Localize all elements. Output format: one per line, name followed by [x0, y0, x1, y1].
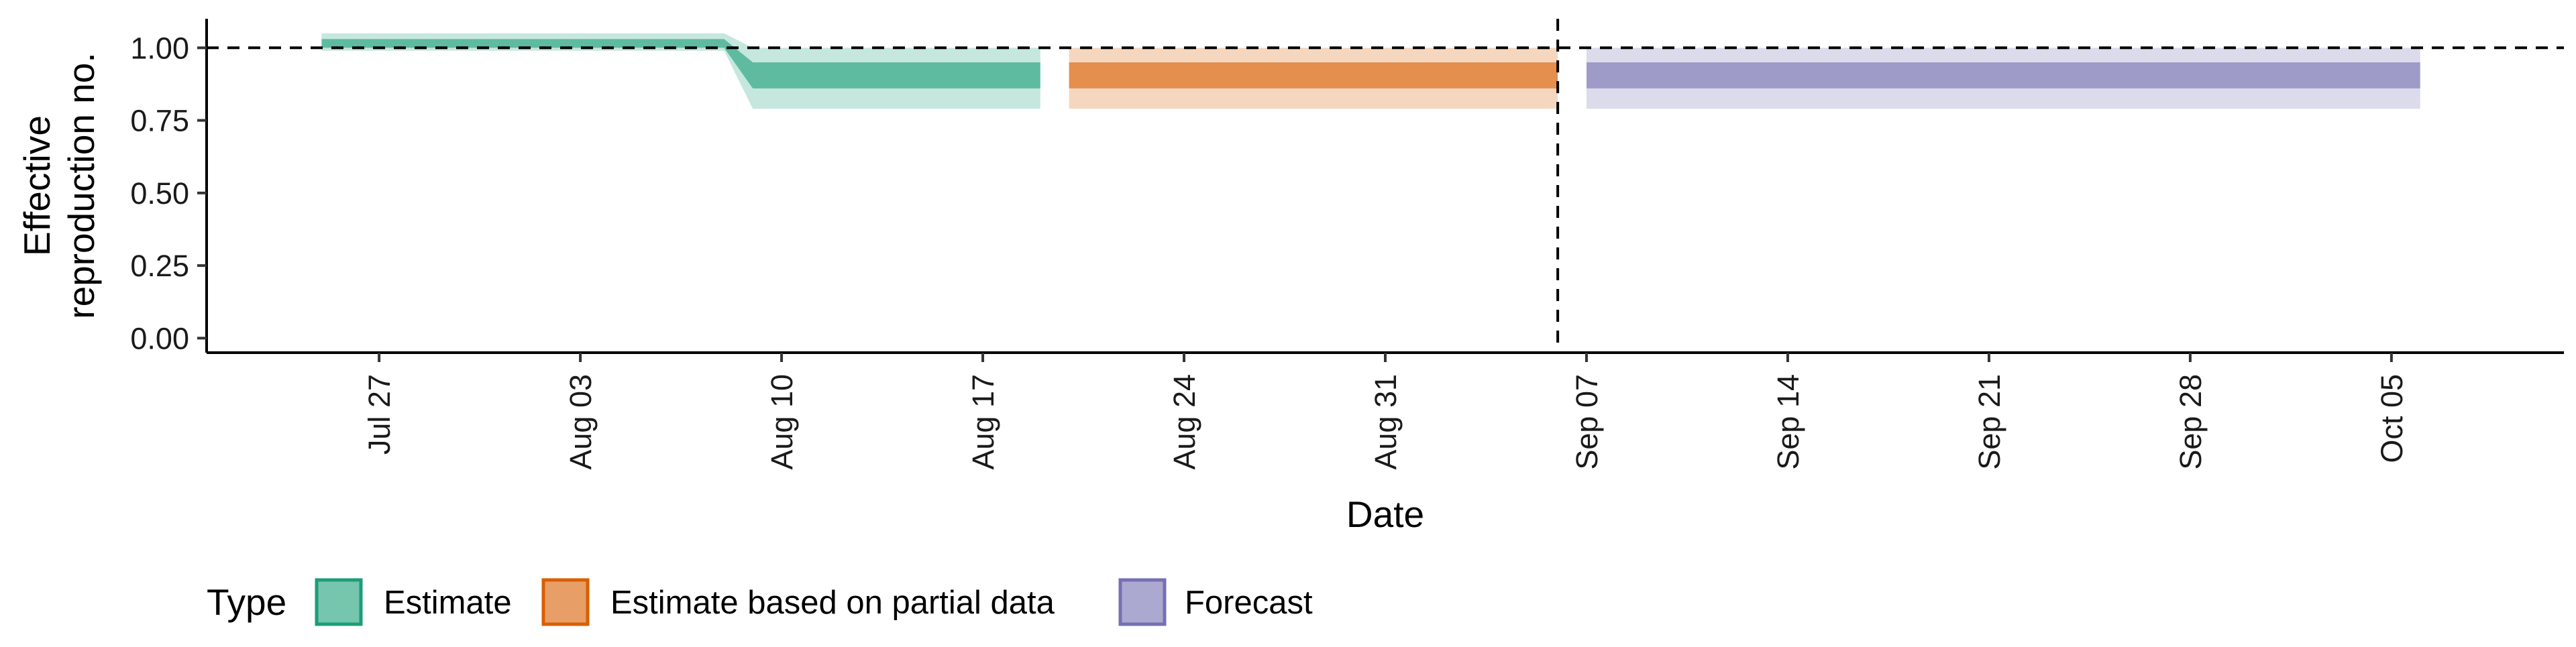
- legend: Type Estimate Estimate based on partial da…: [207, 578, 1313, 626]
- reference-lines-layer: [207, 19, 2564, 353]
- x-tick-label: Jul 27: [362, 374, 396, 455]
- x-tick-label: Sep 14: [1771, 374, 1805, 470]
- estimate-outer-band: [321, 33, 1040, 109]
- legend-title: Type: [207, 581, 286, 623]
- x-tick-label: Aug 31: [1368, 374, 1403, 470]
- axes-layer: 0.00 0.25 0.50 0.75 1.00 Jul 27 Aug 03 Aug 10 Au…: [16, 19, 2564, 535]
- legend-label-estimate-based-on-partial-data: Estimate based on partial data: [610, 585, 1055, 621]
- ribbons-layer: [321, 33, 2420, 109]
- y-axis-title-line: reproduction no.: [60, 52, 102, 319]
- estimate-based-on-partial-data-inner-band: [1069, 62, 1558, 89]
- x-tick-label: Aug 24: [1167, 374, 1201, 470]
- legend-key-estimate: [315, 578, 363, 626]
- x-tick-label: Aug 10: [765, 374, 799, 470]
- y-axis-title-line: Effective: [16, 115, 58, 256]
- legend-label-estimate: Estimate: [384, 585, 512, 621]
- legend-label-forecast: Forecast: [1185, 585, 1313, 621]
- x-tick-label: Sep 28: [2174, 374, 2208, 470]
- estimate-inner-band: [321, 39, 1040, 89]
- x-tick-label: Aug 03: [564, 374, 598, 470]
- legend-key-forecast: [1118, 578, 1167, 626]
- forecast-inner-band: [1587, 62, 2420, 89]
- x-axis-title: Date: [1346, 493, 1424, 535]
- y-tick-label: 1.00: [130, 31, 189, 65]
- y-tick-label: 0.50: [130, 176, 189, 211]
- x-tick-label: Aug 17: [966, 374, 1000, 470]
- y-tick-label: 0.00: [130, 321, 189, 355]
- x-tick-label: Oct 05: [2375, 374, 2409, 463]
- y-tick-label: 0.75: [130, 104, 189, 138]
- y-axis-title: Effectivereproduction no.: [16, 52, 102, 319]
- x-tick-label: Sep 07: [1570, 374, 1604, 470]
- legend-key-estimate-based-on-partial-data: [541, 578, 590, 626]
- y-tick-label: 0.25: [130, 249, 189, 283]
- x-tick-label: Sep 21: [1972, 374, 2006, 470]
